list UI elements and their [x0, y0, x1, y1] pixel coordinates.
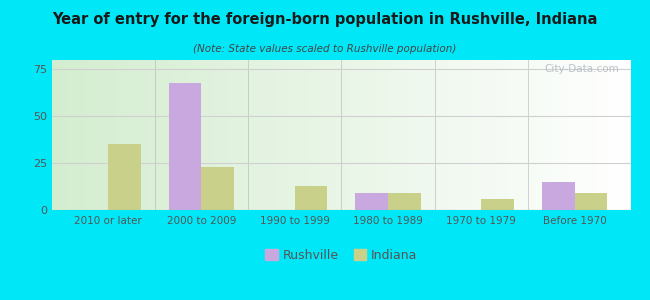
Text: Year of entry for the foreign-born population in Rushville, Indiana: Year of entry for the foreign-born popul… [52, 12, 598, 27]
Bar [575, 193, 607, 210]
Text: City-Data.com: City-Data.com [544, 64, 619, 74]
Bar [108, 144, 140, 210]
Bar [481, 199, 514, 210]
Bar [356, 193, 388, 210]
Bar [388, 193, 421, 210]
Text: (Note: State values scaled to Rushville population): (Note: State values scaled to Rushville … [193, 44, 457, 53]
Legend: Rushville, Indiana: Rushville, Indiana [260, 244, 422, 267]
Bar [202, 167, 234, 210]
Bar [168, 82, 202, 210]
Bar [294, 186, 327, 210]
Bar [542, 182, 575, 210]
